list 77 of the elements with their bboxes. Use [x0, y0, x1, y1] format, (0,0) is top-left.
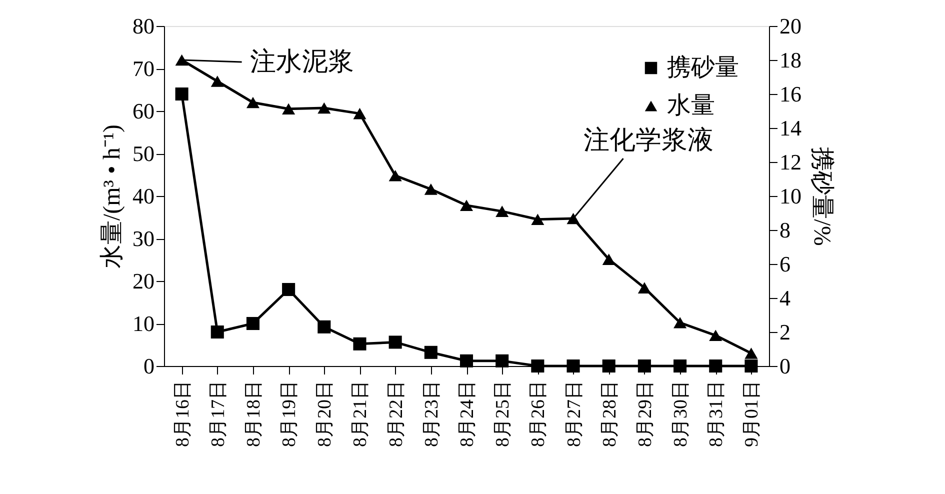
point	[175, 54, 188, 66]
x-tick-label: 8月24日	[457, 380, 478, 447]
x-tick-label: 8月31日	[706, 380, 728, 447]
point	[496, 354, 509, 368]
point	[318, 320, 331, 334]
x-tick-label: 8月27日	[564, 380, 585, 447]
y-tick-label: 40	[132, 184, 154, 208]
legend-label: 水量	[667, 93, 715, 119]
x-tick-label: 9月01日	[742, 380, 763, 447]
x-tick-label: 8月22日	[386, 380, 407, 447]
point	[744, 348, 758, 359]
point	[496, 206, 509, 217]
x-tick-label: 8月28日	[599, 380, 620, 447]
y-tick-label: 60	[132, 98, 154, 124]
point	[674, 359, 687, 373]
point	[246, 316, 260, 330]
annotation: 注水泥浆	[250, 47, 354, 76]
y2-tick-label: 6	[780, 252, 790, 276]
y-tick-label: 50	[132, 141, 154, 166]
x-tick-label: 8月20日	[314, 380, 336, 447]
y-tick-label: 80	[132, 14, 154, 38]
point	[210, 76, 224, 87]
y2-tick-label: 14	[780, 116, 802, 140]
y2-tick-label: 12	[780, 150, 802, 174]
point	[246, 96, 260, 108]
point	[674, 317, 687, 328]
point	[175, 87, 188, 101]
point	[638, 359, 651, 373]
point	[566, 212, 580, 224]
y2-tick-label: 4	[780, 286, 790, 310]
y2-axis-title: 携砂量/%	[808, 147, 836, 246]
x-tick-label: 8月29日	[634, 380, 656, 447]
point	[388, 336, 402, 349]
point	[638, 282, 651, 294]
point	[388, 170, 402, 182]
y-tick-label: 10	[132, 311, 154, 336]
y2-tick-label: 2	[780, 320, 790, 344]
y2-tick-label: 20	[780, 14, 802, 38]
y2-tick-label: 10	[780, 184, 802, 208]
x-tick-label: 8月23日	[421, 380, 442, 447]
y-tick-label: 30	[132, 226, 154, 251]
x-tick-label: 8月18日	[243, 380, 264, 447]
x-tick-label: 8月19日	[279, 380, 300, 447]
point	[353, 108, 366, 120]
point	[709, 359, 722, 373]
x-tick-label: 8月16日	[172, 380, 194, 447]
annotation: 注化学浆液	[583, 126, 714, 155]
point	[282, 282, 296, 296]
legend-label: 携砂量	[667, 54, 739, 81]
y2-tick-label: 8	[780, 218, 790, 242]
y2-tick-label: 16	[780, 82, 802, 106]
x-tick-label: 8月17日	[208, 380, 229, 447]
point	[210, 325, 224, 339]
point	[318, 102, 331, 114]
point	[744, 359, 758, 373]
y2-tick-label: 18	[780, 48, 802, 72]
point	[531, 214, 544, 226]
point	[282, 103, 296, 115]
y2-tick-label: 0	[780, 354, 790, 378]
x-tick-label: 8月26日	[528, 380, 550, 447]
y-tick-label: 0	[144, 354, 154, 378]
y-axis-title: 水量/(m³ • h⁻¹)	[100, 124, 126, 269]
point	[424, 184, 438, 195]
y-tick-label: 20	[132, 268, 154, 294]
point	[602, 359, 616, 373]
point	[460, 200, 474, 211]
x-tick-label: 8月21日	[350, 380, 372, 447]
y-tick-label: 70	[132, 56, 154, 81]
point	[424, 346, 438, 359]
point	[353, 337, 366, 350]
point	[566, 359, 580, 373]
point	[709, 330, 722, 342]
point	[531, 359, 544, 373]
point	[460, 354, 474, 368]
x-tick-label: 8月25日	[492, 380, 514, 447]
point	[602, 254, 616, 265]
x-tick-label: 8月30日	[670, 380, 692, 447]
